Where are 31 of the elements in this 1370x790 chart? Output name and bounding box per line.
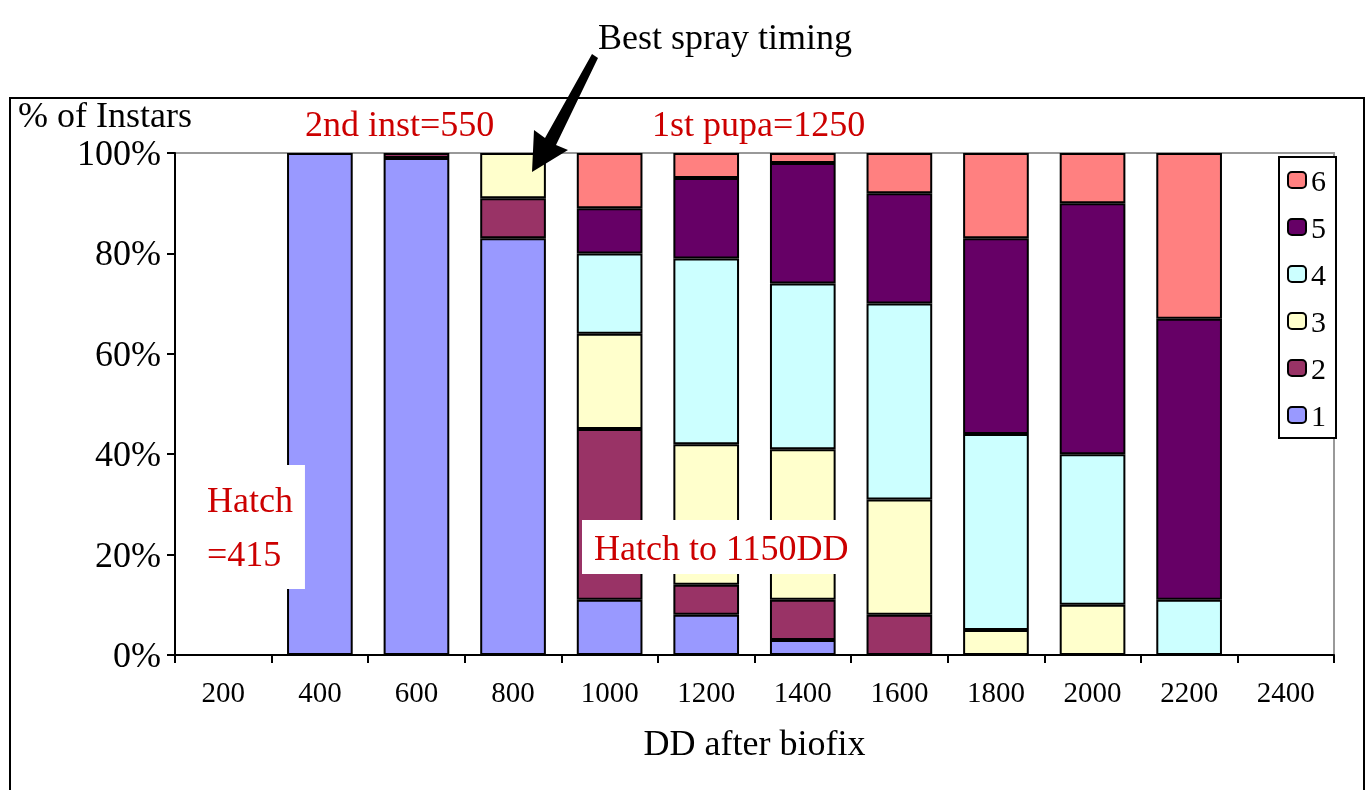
x-axis-title: DD after biofix	[643, 723, 866, 763]
x-tick-label: 1600	[870, 675, 929, 708]
y-tick-label: 0%	[113, 635, 161, 675]
x-tick-label: 1800	[966, 675, 1025, 708]
y-tick-label: 40%	[95, 434, 161, 475]
x-tick-label: 2000	[1063, 675, 1122, 708]
y-tick-label: 80%	[95, 233, 161, 274]
text: 2nd inst=550	[305, 104, 495, 144]
x-tick-label: 1200	[677, 675, 736, 708]
annotation: Hatch =415	[207, 480, 293, 574]
x-tick-label: 2400	[1256, 675, 1315, 708]
y-tick-label: 20%	[95, 534, 161, 575]
legend-label: 2	[1311, 351, 1326, 385]
x-tick-label: 600	[394, 675, 439, 708]
x-tick-label: 800	[491, 675, 535, 708]
x-tick-label: 2200	[1160, 675, 1219, 708]
y-tick-label: 60%	[95, 333, 161, 374]
x-tick-label: 1000	[580, 675, 639, 708]
legend-label: 6	[1311, 163, 1326, 197]
legend-label: 4	[1311, 257, 1326, 291]
legend-label: 3	[1311, 304, 1326, 338]
annotation: Hatch to 1150DD	[594, 528, 849, 568]
text: Best spray timing	[598, 17, 852, 57]
y-axis-title: % of Instars	[18, 95, 192, 135]
legend-label: 5	[1311, 210, 1326, 244]
text: 1st pupa=1250	[652, 104, 866, 144]
x-tick-label: 200	[201, 675, 246, 708]
x-tick-label: 1400	[773, 675, 832, 708]
legend-label: 1	[1311, 398, 1326, 432]
x-tick-label: 400	[298, 675, 342, 708]
y-tick-label: 100%	[77, 133, 161, 173]
